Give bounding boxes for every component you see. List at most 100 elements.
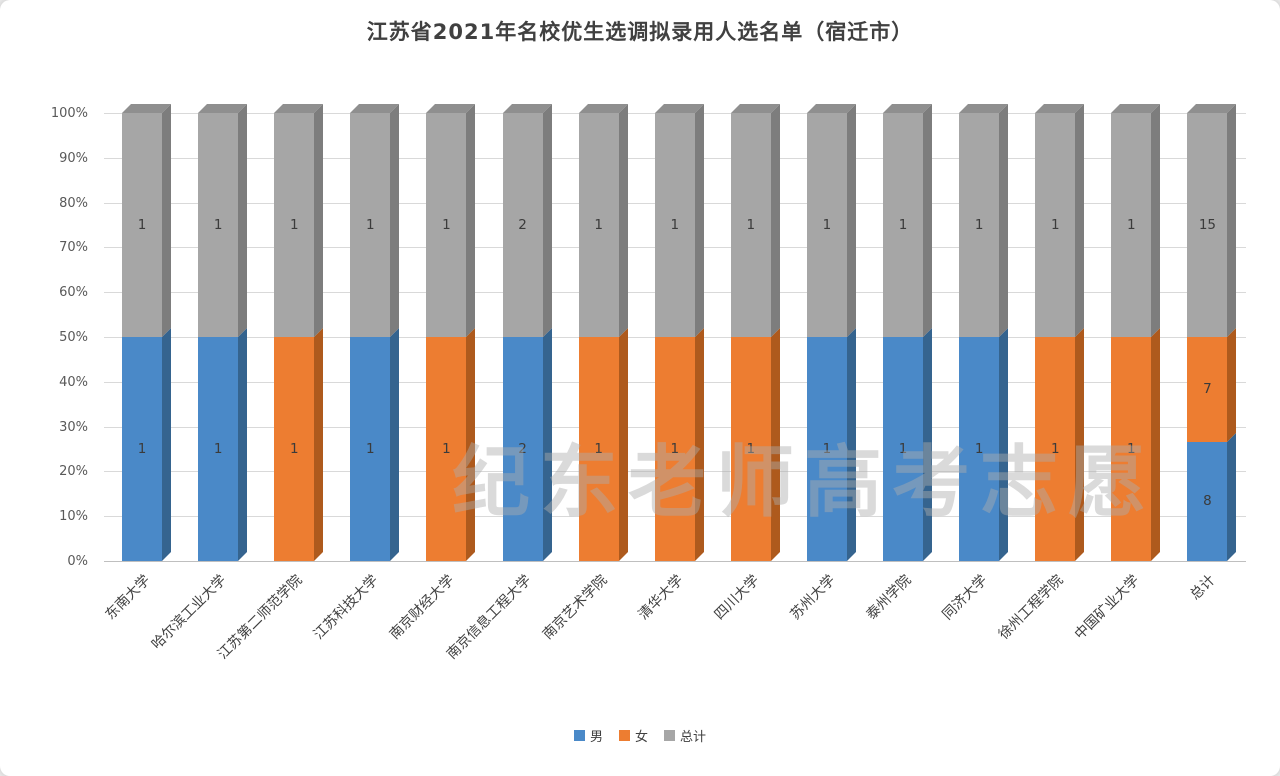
y-axis-tick: 90% bbox=[59, 150, 88, 166]
segment-value-label: 1 bbox=[594, 441, 603, 457]
x-axis-label: 江苏科技大学 bbox=[311, 572, 382, 643]
bar-segment-total: 1 bbox=[198, 113, 239, 337]
bar-segment-male: 1 bbox=[198, 337, 239, 561]
segment-value-label: 1 bbox=[213, 217, 223, 233]
segment-value-label: 1 bbox=[366, 217, 375, 233]
y-axis-tick: 0% bbox=[67, 554, 88, 569]
bar-15: 8 7 15 bbox=[1187, 113, 1228, 561]
legend-label-female: 女 bbox=[634, 730, 648, 745]
segment-value-label: 1 bbox=[442, 217, 451, 233]
x-axis-label: 同济大学 bbox=[939, 572, 991, 624]
bar-segment-total: 1 bbox=[578, 113, 619, 337]
bar-segment-total: 1 bbox=[730, 113, 771, 337]
segment-value-label: 1 bbox=[822, 441, 832, 457]
segment-value-label: 15 bbox=[1198, 217, 1217, 234]
bar-segment-total: 1 bbox=[883, 113, 924, 337]
legend-swatch-total bbox=[664, 730, 675, 741]
bar-segment-total: 15 bbox=[1187, 113, 1228, 338]
legend-label-male: 男 bbox=[589, 730, 603, 745]
segment-value-label: 1 bbox=[898, 441, 908, 457]
bar-segment-female: 1 bbox=[1111, 337, 1152, 561]
segment-value-label: 1 bbox=[746, 217, 756, 233]
y-axis-tick: 20% bbox=[59, 464, 88, 480]
x-axis-label: 东南大学 bbox=[102, 572, 154, 624]
x-axis-label: 中国矿业大学 bbox=[1072, 572, 1143, 643]
bar-segment-total: 1 bbox=[1111, 113, 1152, 337]
x-axis-label: 总计 bbox=[1187, 572, 1219, 604]
legend-label-total: 总计 bbox=[680, 730, 707, 745]
segment-value-label: 1 bbox=[1127, 217, 1136, 233]
bar-segment-female: 1 bbox=[578, 337, 619, 561]
segment-value-label: 1 bbox=[137, 441, 147, 457]
x-axis-label: 徐州工程学院 bbox=[995, 572, 1067, 643]
x-axis-label: 哈尔滨工业大学 bbox=[148, 572, 230, 653]
segment-value-label: 1 bbox=[974, 441, 984, 457]
bar-segment-female: 7 bbox=[1187, 337, 1228, 442]
bar-segment-female: 1 bbox=[654, 337, 695, 561]
legend-swatch-male bbox=[573, 730, 585, 741]
bar-segment-total: 1 bbox=[806, 113, 847, 337]
y-axis-tick: 60% bbox=[59, 285, 88, 301]
x-axis-label: 南京财经大学 bbox=[387, 572, 458, 643]
bar-segment-total: 1 bbox=[350, 113, 391, 337]
y-axis-tick: 80% bbox=[59, 195, 88, 211]
y-axis-tick: 50% bbox=[59, 330, 88, 345]
legend-item-male: 男 bbox=[573, 726, 603, 745]
x-axis-label: 苏州大学 bbox=[787, 572, 839, 624]
segment-value-label: 8 bbox=[1203, 493, 1212, 510]
segment-value-label: 1 bbox=[670, 441, 680, 457]
bar-segment-total: 1 bbox=[654, 113, 695, 337]
bar-segment-total: 1 bbox=[426, 113, 467, 337]
x-axis-label: 四川大学 bbox=[711, 572, 763, 624]
x-axis-label: 泰州学院 bbox=[863, 572, 915, 624]
bar-segment-total: 1 bbox=[1035, 113, 1076, 337]
bar-segment-male: 8 bbox=[1187, 441, 1228, 561]
bar-segment-male: 1 bbox=[959, 337, 1000, 561]
segment-value-label: 1 bbox=[1127, 441, 1136, 457]
bar-segment-female: 1 bbox=[730, 337, 771, 561]
segment-value-label: 1 bbox=[289, 217, 299, 233]
bar-segment-female: 1 bbox=[426, 337, 467, 561]
segment-value-label: 1 bbox=[822, 217, 832, 233]
segment-value-label: 1 bbox=[289, 441, 299, 457]
segment-value-label: 1 bbox=[1050, 217, 1060, 233]
y-axis-tick: 10% bbox=[59, 509, 88, 525]
chart-title: 江苏省2021年名校优生选调拟录用人选名单（宿迁市） bbox=[366, 20, 914, 44]
bar-segment-total: 1 bbox=[959, 113, 1000, 337]
segment-value-label: 1 bbox=[366, 441, 375, 457]
segment-value-label: 1 bbox=[746, 441, 756, 457]
legend: 男 女 总计 bbox=[0, 726, 1280, 745]
y-axis-tick: 40% bbox=[59, 374, 88, 390]
segment-value-label: 1 bbox=[898, 217, 908, 233]
segment-value-label: 1 bbox=[594, 217, 603, 233]
segment-value-label: 7 bbox=[1203, 381, 1212, 398]
gridline bbox=[104, 561, 1246, 562]
segment-value-label: 2 bbox=[518, 217, 527, 233]
segment-value-label: 1 bbox=[137, 217, 147, 233]
bar-segment-male: 1 bbox=[883, 337, 924, 561]
segment-value-label: 1 bbox=[1050, 441, 1060, 457]
segment-value-label: 1 bbox=[670, 217, 680, 233]
segment-value-label: 1 bbox=[442, 441, 451, 457]
bar-segment-male: 2 bbox=[502, 337, 543, 561]
x-axis-label: 清华大学 bbox=[635, 572, 687, 624]
x-axis-label: 南京艺术学院 bbox=[539, 572, 611, 643]
segment-value-label: 1 bbox=[974, 217, 984, 233]
bar-segment-total: 1 bbox=[274, 113, 315, 337]
bar-segment-male: 1 bbox=[350, 337, 391, 561]
segment-value-label: 1 bbox=[213, 441, 223, 457]
bar-segment-male: 1 bbox=[806, 337, 847, 561]
segment-value-label: 2 bbox=[518, 441, 527, 457]
bar-segment-female: 1 bbox=[274, 337, 315, 561]
